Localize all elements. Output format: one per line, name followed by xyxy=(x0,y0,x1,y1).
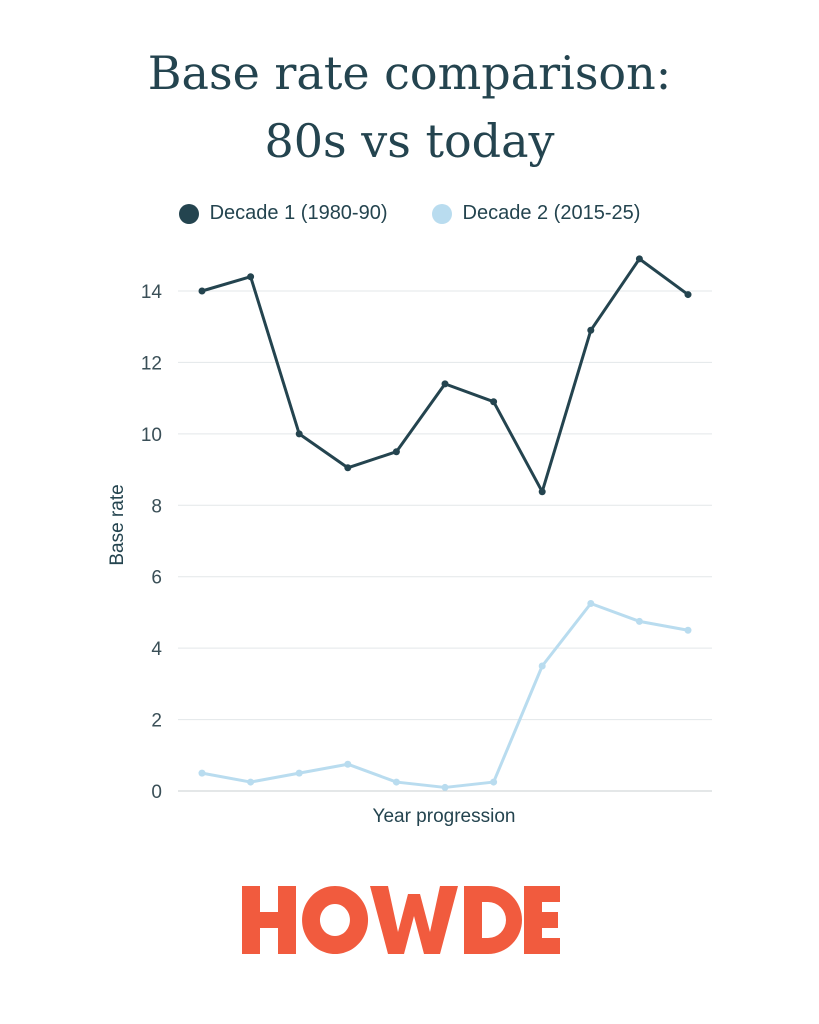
series-line-decade-2 xyxy=(201,602,689,789)
y-tick-labels: 0 2 4 6 8 10 12 14 xyxy=(141,282,163,803)
series-lines xyxy=(198,255,692,791)
y-axis-label: Base rate xyxy=(107,484,128,565)
chart-title-line-1: Base rate comparison: xyxy=(147,46,672,100)
data-point-decade-2 xyxy=(198,769,206,777)
data-point-decade-1 xyxy=(490,398,498,406)
data-point-decade-2 xyxy=(684,626,692,634)
data-point-decade-2 xyxy=(247,778,255,786)
line-chart: 0 2 4 6 8 10 12 14 Year progression Base rate xyxy=(107,255,712,827)
data-point-decade-2 xyxy=(441,783,449,791)
y-tick-label: 4 xyxy=(151,639,162,660)
legend-item-decade-2: Decade 2 (2015-25) xyxy=(431,202,641,225)
data-point-decade-1 xyxy=(295,430,303,438)
data-point-decade-1 xyxy=(635,255,643,263)
y-tick-label: 8 xyxy=(151,496,162,517)
legend-label-decade-2: Decade 2 (2015-25) xyxy=(462,202,641,224)
data-point-decade-2 xyxy=(295,769,303,777)
data-point-decade-1 xyxy=(392,448,400,456)
legend-label-decade-1: Decade 1 (1980-90) xyxy=(209,202,388,224)
data-point-decade-2 xyxy=(538,662,546,670)
legend-swatch-decade-1 xyxy=(178,203,199,224)
y-tick-label: 10 xyxy=(141,425,162,446)
gridlines xyxy=(178,290,712,792)
y-tick-label: 2 xyxy=(151,711,162,732)
chart-title-line-2: 80s vs today xyxy=(264,114,555,168)
x-axis-label: Year progression xyxy=(373,806,516,827)
data-point-decade-1 xyxy=(247,273,255,281)
data-point-decade-1 xyxy=(441,380,449,388)
data-point-decade-2 xyxy=(587,600,595,607)
data-point-decade-1 xyxy=(538,488,546,496)
data-point-decade-1 xyxy=(344,464,352,472)
data-point-decade-1 xyxy=(587,326,595,334)
y-tick-label: 6 xyxy=(151,568,162,589)
data-point-decade-2 xyxy=(635,617,643,625)
data-point-decade-2 xyxy=(490,778,498,786)
data-point-decade-1 xyxy=(198,287,206,295)
howden-logo xyxy=(242,886,560,954)
data-point-decade-2 xyxy=(392,778,400,786)
y-tick-label: 14 xyxy=(141,282,163,303)
y-tick-label: 0 xyxy=(151,782,162,803)
legend-item-decade-1: Decade 1 (1980-90) xyxy=(178,202,388,225)
y-tick-label: 12 xyxy=(141,353,162,374)
chart-legend: Decade 1 (1980-90) Decade 2 (2015-25) xyxy=(0,202,819,225)
legend-swatch-decade-2 xyxy=(431,203,452,224)
data-point-decade-1 xyxy=(684,291,692,299)
data-point-decade-2 xyxy=(344,760,352,768)
series-line-decade-1 xyxy=(201,257,689,494)
